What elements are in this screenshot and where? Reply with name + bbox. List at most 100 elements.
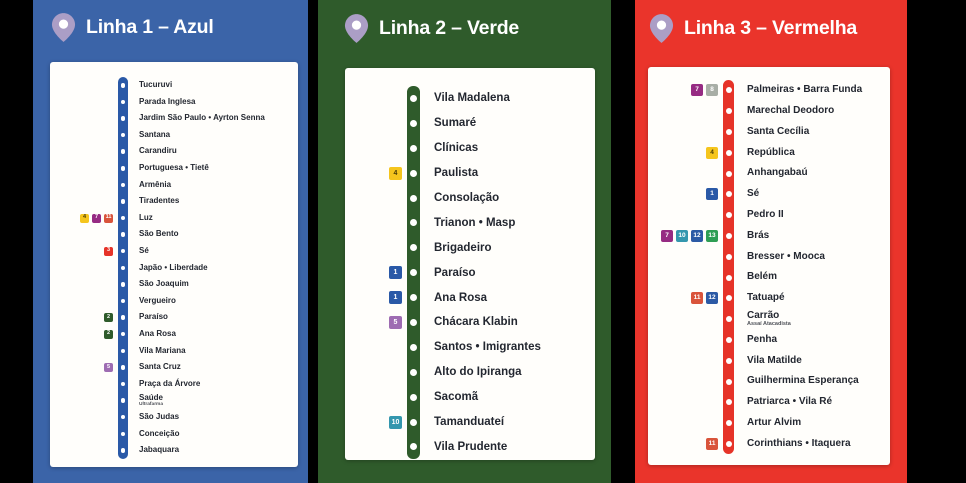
station-dot (120, 149, 126, 154)
station-row: 1 Ana Rosa (345, 285, 595, 311)
station-name: Trianon • Masp (434, 216, 516, 229)
line-track-segment (723, 433, 734, 455)
station-dot (725, 232, 732, 239)
interchange-badges: 1 (345, 266, 407, 280)
station-list: Tucuruvi Parada Inglesa Jardim São Paulo •… (50, 62, 298, 459)
interchange-badges: 2 (50, 313, 118, 323)
station-label: Patriarca • Vila Ré (734, 396, 890, 408)
station-row: Vila Mariana (50, 342, 298, 360)
station-name: Ana Rosa (434, 291, 488, 304)
station-label: Consolação (420, 192, 595, 204)
station-label: Pedro II (734, 209, 890, 221)
station-label: Luz (128, 213, 298, 222)
line-12-interchange-badge: 12 (691, 229, 703, 242)
station-dot (410, 294, 417, 302)
station-dot (725, 191, 732, 198)
line-track-segment (118, 209, 128, 227)
station-name: Sé (139, 246, 149, 256)
station-label: Paulista (420, 167, 595, 179)
line-track-segment (407, 135, 420, 161)
line-track-segment (723, 142, 734, 164)
station-name: São Joaquim (139, 279, 189, 289)
stations-card: 7 8 Palmeiras • Barra Funda Marechal Deodor… (648, 67, 890, 465)
station-row: 7 10 12 13 Brás (648, 225, 890, 247)
station-dot (410, 418, 417, 426)
station-name: Palmeiras • Barra Funda (747, 84, 863, 96)
stations-card: Vila Madalena Sumaré Clínicas 4 Paulista Cons… (345, 68, 595, 460)
station-label: Portuguesa • Tietê (128, 163, 298, 172)
line-track-segment (723, 204, 734, 226)
line-track-segment (407, 285, 420, 311)
station-name: São Bento (139, 229, 179, 239)
station-row: 3 Sé (50, 242, 298, 260)
station-label: Vila Matilde (734, 355, 890, 367)
station-dot (120, 414, 126, 420)
station-label: Santos • Imigrantes (420, 341, 595, 353)
interchange-badges: 10 (345, 415, 407, 429)
interchange-badges: 3 (50, 246, 118, 256)
interchange-badges: 1 (345, 291, 407, 305)
line-track-segment (118, 159, 128, 177)
station-dot (120, 315, 126, 320)
station-dot (120, 215, 126, 221)
station-dot (410, 393, 417, 401)
station-name: Anhangabaú (747, 167, 808, 179)
station-label: Belém (734, 272, 890, 283)
interchange-badges: 11 12 (648, 292, 723, 305)
station-name: Parada Inglesa (139, 96, 196, 106)
station-row: 10 Tamanduateí (345, 409, 595, 435)
station-dot (410, 343, 417, 351)
station-row: 4 Paulista (345, 160, 595, 186)
stations-card: Tucuruvi Parada Inglesa Jardim São Paulo •… (50, 62, 298, 467)
line-track-segment (723, 350, 734, 372)
station-name: Alto do Ipiranga (434, 366, 522, 379)
station-list: Vila Madalena Sumaré Clínicas 4 Paulista Cons… (345, 68, 595, 460)
line-track-segment (118, 375, 128, 393)
interchange-badges: 5 (345, 315, 407, 329)
map-pin-icon (649, 13, 674, 44)
interchange-badges: 4 (345, 166, 407, 180)
station-label: Santa Cecília (734, 126, 890, 138)
station-row: Tiradentes (50, 193, 298, 210)
station-row: Santos • Imigrantes (345, 334, 595, 360)
line-track-segment (723, 121, 734, 143)
station-dot (725, 170, 732, 177)
station-name: São Judas (139, 411, 180, 421)
station-name: Corinthians • Itaquera (747, 437, 851, 449)
station-name: Consolação (434, 191, 500, 204)
station-dot (410, 94, 417, 102)
station-row: Jardim São Paulo • Ayrton Senna (50, 110, 298, 127)
station-name: Sé (747, 188, 760, 200)
station-row: Anhangabaú (648, 163, 890, 184)
line-track-segment (118, 392, 128, 409)
station-label: Anhangabaú (734, 168, 890, 179)
station-label: Penha (734, 334, 890, 346)
station-dot (120, 282, 126, 287)
station-row: Marechal Deodoro (648, 100, 890, 122)
station-name: Vila Madalena (434, 92, 510, 105)
line-track-segment (407, 210, 420, 236)
station-name: Marechal Deodoro (747, 104, 835, 116)
line-track-segment (723, 371, 734, 392)
station-label: Santa Cruz (128, 362, 298, 371)
station-dot (120, 116, 126, 121)
station-row: Brigadeiro (345, 235, 595, 261)
station-name: Sacomã (434, 391, 479, 404)
station-row: 7 8 Palmeiras • Barra Funda (648, 80, 890, 101)
station-label: Vila Prudente (420, 441, 595, 453)
station-dot (725, 87, 732, 94)
line-header: Linha 2 – Verde (344, 13, 519, 44)
station-row: 11 12 Tatuapé (648, 287, 890, 309)
line-track-segment (118, 276, 128, 293)
station-subtitle: Ultrafarma (139, 402, 163, 408)
station-name: Chácara Klabin (434, 316, 518, 329)
station-dot (725, 295, 732, 302)
line-5-interchange-badge: 5 (104, 362, 113, 372)
station-label: Vila Madalena (420, 92, 595, 104)
line-track-segment (118, 242, 128, 260)
line-track-segment (407, 160, 420, 186)
line-title: Linha 1 – Azul (86, 16, 214, 38)
station-name: Patriarca • Vila Ré (747, 396, 833, 408)
